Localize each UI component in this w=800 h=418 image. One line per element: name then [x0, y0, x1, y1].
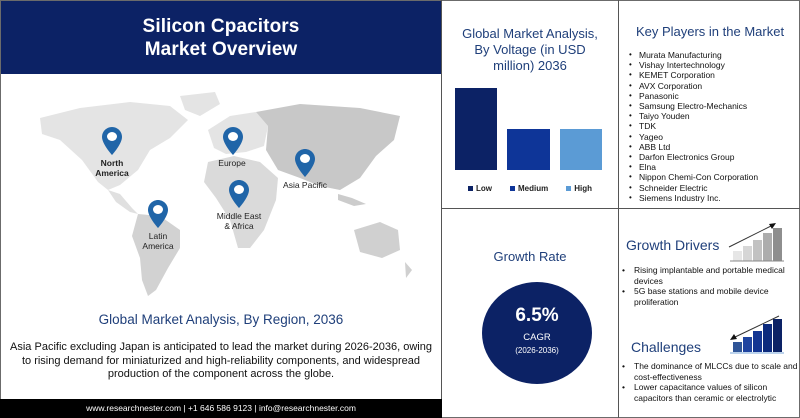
world-map: North America Europe Asia Pacific Middle …	[20, 90, 420, 300]
bar-high	[560, 129, 602, 170]
europe-label: Europe	[218, 158, 246, 168]
north-america-pin-icon	[102, 127, 122, 155]
list-item: The dominance of MLCCs due to scale and …	[622, 361, 800, 382]
asia-pacific-label: Asia Pacific	[283, 180, 327, 190]
voltage-chart-panel: Global Market Analysis, By Voltage (in U…	[442, 0, 618, 209]
europe-pin-icon	[223, 127, 243, 155]
legend-medium: Medium	[509, 184, 548, 193]
growth-drivers-list: Rising implantable and portable medical …	[622, 265, 798, 307]
latin-america-pin-icon	[148, 200, 168, 228]
key-players-title: Key Players in the Market	[635, 24, 785, 39]
growth-rate-panel: Growth Rate 6.5% CAGR (2026-2036)	[442, 209, 618, 418]
list-item: Elna	[629, 162, 799, 172]
key-players-panel: Key Players in the Market Murata Manufac…	[618, 0, 800, 209]
cagr-value: 6.5%	[515, 305, 559, 326]
legend-low: Low	[467, 184, 492, 193]
middle-east-africa-label: Middle East & Africa	[216, 211, 262, 231]
list-item: Lower capacitance values of silicon capa…	[622, 382, 800, 403]
middle-east-africa-pin-icon	[229, 180, 249, 208]
cagr-label: CAGR	[523, 332, 551, 343]
growth-drivers-title: Growth Drivers	[626, 237, 720, 253]
list-item: Rising implantable and portable medical …	[622, 265, 798, 286]
list-item: Panasonic	[629, 91, 799, 101]
asia-pacific-pin-icon	[295, 149, 315, 177]
list-item: Darfon Electronics Group	[629, 152, 799, 162]
list-item: Vishay Intertechnology	[629, 60, 799, 70]
list-item: Murata Manufacturing	[629, 50, 799, 60]
list-item: Siemens Industry Inc.	[629, 193, 799, 203]
drivers-challenges-panel: Growth Drivers Rising implantable and po…	[618, 209, 800, 418]
contact-footer: www.researchnester.com | +1 646 586 9123…	[0, 399, 442, 418]
list-item: Taiyo Youden	[629, 111, 799, 121]
list-item: TDK	[629, 121, 799, 131]
list-item: ABB Ltd	[629, 142, 799, 152]
bar-low	[455, 88, 497, 170]
title-banner: Silicon Cpacitors Market Overview	[1, 1, 441, 74]
key-players-list: Murata Manufacturing Vishay Intertechnol…	[629, 50, 799, 203]
legend-swatch-icon	[509, 186, 515, 191]
cagr-period: (2026-2036)	[515, 346, 559, 355]
chart-legend: Low Medium High	[442, 184, 618, 193]
list-item: Nippon Chemi-Con Corporation	[629, 172, 799, 182]
bar-medium	[507, 129, 550, 170]
voltage-chart-title: Global Market Analysis, By Voltage (in U…	[462, 26, 598, 73]
list-item: AVX Corporation	[629, 81, 799, 91]
list-item: Schneider Electric	[629, 183, 799, 193]
legend-high: High	[566, 184, 592, 193]
region-analysis-description: Asia Pacific excluding Japan is anticipa…	[10, 341, 432, 380]
title-line-1: Silicon Cpacitors	[142, 15, 300, 37]
world-map-icon	[40, 92, 412, 296]
list-item: Samsung Electro-Mechanics	[629, 101, 799, 111]
region-analysis-title: Global Market Analysis, By Region, 2036	[98, 312, 344, 327]
voltage-bar-chart	[442, 80, 618, 170]
challenges-title: Challenges	[631, 339, 702, 355]
challenges-list: The dominance of MLCCs due to scale and …	[622, 361, 800, 403]
trending-down-chart-icon	[730, 315, 784, 354]
list-item: Yageo	[629, 132, 799, 142]
region-panel: Silicon Cpacitors Market Overview	[0, 0, 442, 418]
cagr-circle: 6.5% CAGR (2026-2036)	[482, 282, 592, 384]
latin-america-label: Latin America	[142, 231, 174, 251]
list-item: KEMET Corporation	[629, 70, 799, 80]
north-america-label: North America	[95, 158, 129, 178]
legend-swatch-icon	[566, 186, 572, 191]
list-item: 5G base stations and mobile device proli…	[622, 286, 798, 307]
trending-up-chart-icon	[728, 223, 784, 262]
growth-rate-title: Growth Rate	[493, 249, 567, 264]
title-line-2: Market Overview	[144, 38, 298, 60]
legend-swatch-icon	[467, 186, 473, 191]
